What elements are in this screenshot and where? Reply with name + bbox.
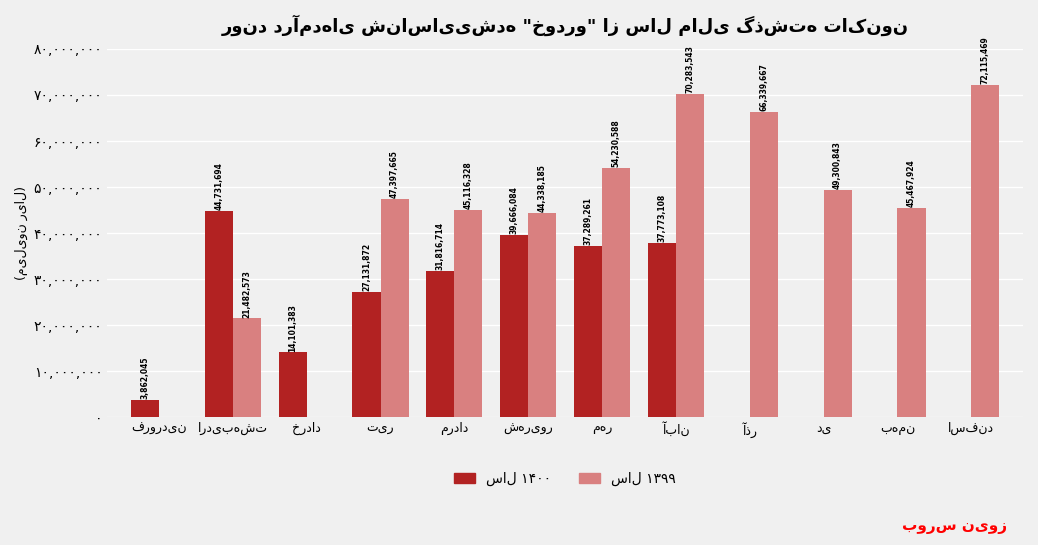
Bar bbox=[353, 293, 381, 417]
Text: 45,116,328: 45,116,328 bbox=[464, 161, 473, 209]
Bar bbox=[749, 112, 777, 417]
Bar bbox=[574, 246, 602, 417]
Text: 44,338,185: 44,338,185 bbox=[538, 165, 547, 212]
Bar bbox=[602, 168, 630, 417]
Bar bbox=[500, 235, 528, 417]
Text: 21,482,573: 21,482,573 bbox=[243, 270, 251, 318]
Bar bbox=[131, 399, 159, 417]
Bar bbox=[648, 244, 676, 417]
Bar bbox=[278, 353, 306, 417]
Legend: سال ۱۴۰۰, سال ۱۳۹۹: سال ۱۴۰۰, سال ۱۳۹۹ bbox=[448, 466, 682, 492]
Text: 31,816,714: 31,816,714 bbox=[436, 222, 445, 270]
Text: 27,131,872: 27,131,872 bbox=[362, 244, 371, 292]
Text: 37,773,108: 37,773,108 bbox=[657, 194, 666, 243]
Text: 14,101,383: 14,101,383 bbox=[289, 304, 297, 352]
Bar bbox=[898, 208, 926, 417]
Text: 44,731,694: 44,731,694 bbox=[214, 162, 223, 210]
Text: 39,666,084: 39,666,084 bbox=[510, 186, 519, 234]
Bar bbox=[233, 318, 261, 417]
Bar bbox=[528, 213, 556, 417]
Text: 49,300,843: 49,300,843 bbox=[834, 142, 842, 189]
Text: بورس نیوز: بورس نیوز bbox=[902, 519, 1007, 534]
Text: 47,397,665: 47,397,665 bbox=[390, 150, 399, 198]
Text: 54,230,588: 54,230,588 bbox=[611, 119, 621, 167]
Text: 3,862,045: 3,862,045 bbox=[140, 356, 149, 398]
Bar bbox=[972, 85, 1000, 417]
Bar bbox=[676, 94, 704, 417]
Text: 70,283,543: 70,283,543 bbox=[685, 45, 694, 93]
Bar bbox=[455, 210, 483, 417]
Text: 72,115,469: 72,115,469 bbox=[981, 37, 990, 84]
Title: روند درآمدهای شناساییشده "خودرو" از سال مالی گذشته تاکنون: روند درآمدهای شناساییشده "خودرو" از سال … bbox=[221, 15, 908, 37]
Bar bbox=[823, 190, 852, 417]
Y-axis label: (میلیون ریال): (میلیون ریال) bbox=[15, 186, 28, 280]
Bar bbox=[381, 199, 409, 417]
Bar bbox=[427, 271, 455, 417]
Text: 66,339,667: 66,339,667 bbox=[760, 63, 768, 111]
Text: 45,467,924: 45,467,924 bbox=[907, 159, 916, 207]
Bar bbox=[204, 211, 233, 417]
Text: 37,289,261: 37,289,261 bbox=[583, 197, 593, 245]
